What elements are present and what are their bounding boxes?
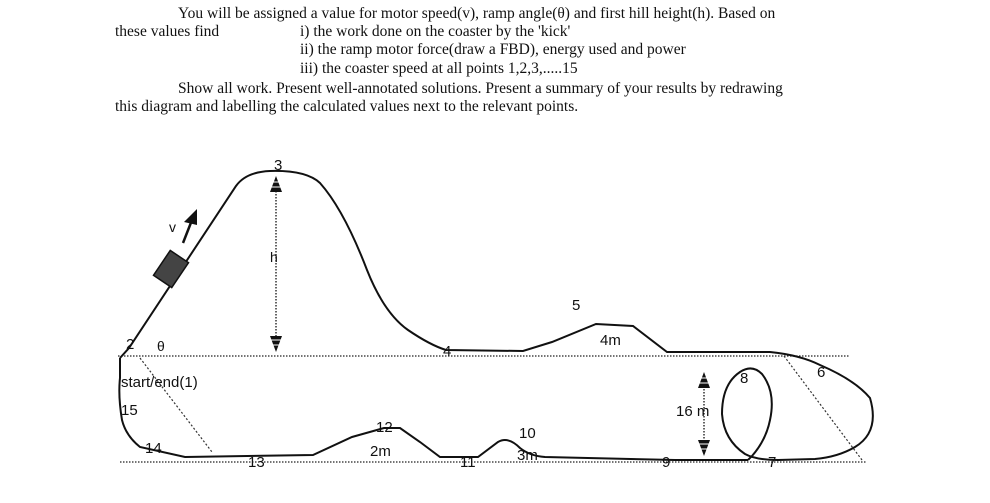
- label-height-16m: 16 m: [676, 403, 709, 420]
- label-height-4m: 4m: [600, 332, 621, 349]
- instruction-line-2-lead: these values find: [115, 23, 220, 40]
- point-label-13: 13: [248, 454, 265, 471]
- point-label-4: 4: [443, 343, 451, 360]
- coaster-loop: [720, 367, 779, 461]
- point-label-6: 6: [817, 364, 825, 381]
- point-label-3: 3: [274, 157, 282, 174]
- point-label-9: 9: [662, 454, 670, 471]
- label-start-end: start/end(1): [121, 374, 198, 391]
- instruction-item-ii: ii) the ramp motor force(draw a FBD), en…: [300, 41, 686, 58]
- label-height-2m: 2m: [370, 443, 391, 460]
- point-label-8: 8: [740, 370, 748, 387]
- instruction-line-1: You will be assigned a value for motor s…: [178, 5, 776, 22]
- height-16m-arrow-up: [698, 372, 710, 388]
- velocity-arrow-shaft: [181, 219, 194, 244]
- coaster-track-lower: [118, 358, 748, 461]
- label-h: h: [270, 249, 278, 265]
- instruction-item-iii: iii) the coaster speed at all points 1,2…: [300, 60, 578, 77]
- instruction-last-line: this diagram and labelling the calculate…: [115, 98, 579, 115]
- instruction-item-i: i) the work done on the coaster by the '…: [300, 23, 571, 40]
- point-label-15: 15: [121, 402, 138, 419]
- velocity-arrow-head: [184, 209, 197, 225]
- height-h-arrow-up: [270, 176, 282, 192]
- kick-guide-line-left: [139, 357, 213, 453]
- point-label-12: 12: [376, 419, 393, 436]
- coaster-track-upper: [119, 169, 874, 461]
- instruction-show-work: Show all work. Present well-annotated so…: [178, 80, 783, 97]
- point-label-5: 5: [572, 297, 580, 314]
- point-label-10: 10: [519, 425, 536, 442]
- label-height-3m: 3m: [517, 447, 538, 464]
- label-theta: θ: [157, 338, 165, 354]
- height-h-arrow-down: [270, 336, 282, 352]
- coaster-car: [152, 249, 190, 289]
- height-16m-arrow-down: [698, 440, 710, 456]
- kick-guide-line-right: [783, 355, 863, 461]
- point-label-2: 2: [126, 336, 134, 353]
- point-label-7: 7: [768, 454, 776, 471]
- point-label-11: 11: [460, 454, 476, 471]
- label-v: v: [169, 219, 176, 235]
- point-label-14: 14: [145, 440, 162, 457]
